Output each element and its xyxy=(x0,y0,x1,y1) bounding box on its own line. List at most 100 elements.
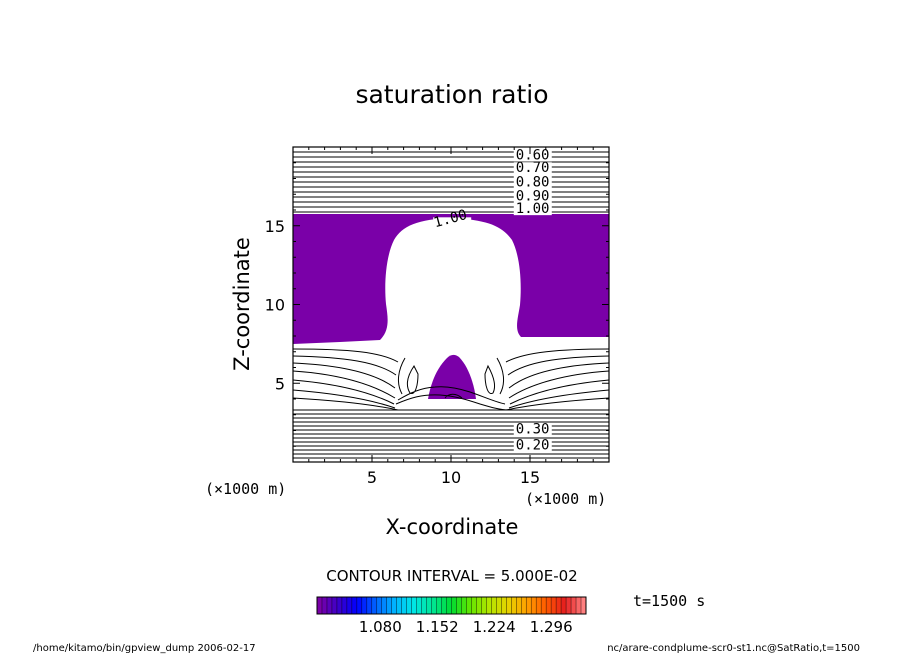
colorbar-cell-47 xyxy=(551,597,557,614)
x-axis-ticks: 5 10 15 xyxy=(308,147,594,487)
time-label: t=1500 s xyxy=(633,592,705,610)
x-tick-label-1: 10 xyxy=(441,468,461,487)
colorbar-cell-10 xyxy=(366,597,373,614)
contour-line-curve-2 xyxy=(292,362,610,389)
x-axis-label: X-coordinate xyxy=(386,515,519,539)
colorbar-cell-32 xyxy=(476,597,482,614)
contour-label-bg-6 xyxy=(513,423,552,436)
colorbar-cell-26 xyxy=(446,597,452,614)
contour-line-curve-0 xyxy=(292,348,610,363)
colorbar-tick-label-0: 1.080 xyxy=(359,618,402,636)
colorbar-cell-49 xyxy=(561,597,567,614)
contour-line-curve-3 xyxy=(292,370,610,399)
y-axis-label: Z-coordinate xyxy=(230,237,254,371)
colorbar-cell-36 xyxy=(496,597,502,614)
contour-label-6: 0.30 xyxy=(516,422,550,438)
colorbar-cell-18 xyxy=(406,597,412,614)
colorbar-tick-labels: 1.080 1.152 1.224 1.296 xyxy=(359,618,573,636)
dense-band-lines xyxy=(395,357,511,411)
contour-label-bg-7 xyxy=(513,439,552,452)
colorbar-cell-3 xyxy=(331,597,338,614)
colorbar-cell-14 xyxy=(386,597,393,614)
colorbar-tick-label-3: 1.296 xyxy=(530,618,573,636)
plume-core-region xyxy=(428,354,476,399)
y-tick-label-0: 5 xyxy=(275,374,285,393)
colorbar-cell-39 xyxy=(511,597,517,614)
colorbar-frame xyxy=(316,596,587,615)
plot-area: 0.600.700.800.901.001.000.300.20 5 10 15 5… xyxy=(265,146,610,487)
colorbar-cell-40 xyxy=(516,597,522,614)
colorbar-cell-25 xyxy=(441,597,447,614)
colorbar-cell-37 xyxy=(501,597,507,614)
z-unit-label: (×1000 m) xyxy=(205,480,286,498)
colorbar-cell-43 xyxy=(531,597,537,614)
colorbar-cell-50 xyxy=(566,597,572,614)
colorbar-cell-16 xyxy=(396,597,402,614)
y-axis-ticks: 5 10 15 xyxy=(265,162,609,447)
contour-lines xyxy=(292,151,610,459)
colorbar-cell-1 xyxy=(321,597,328,614)
colorbar-cell-19 xyxy=(411,597,417,614)
contour-label-bg-4 xyxy=(513,203,552,216)
contour-label-4: 1.00 xyxy=(516,201,550,217)
contour-labels: 0.600.700.800.901.001.000.300.20 xyxy=(432,148,552,453)
colorbar-cell-38 xyxy=(506,597,512,614)
colorbar-cell-31 xyxy=(471,597,477,614)
colorbar-cell-29 xyxy=(461,597,467,614)
colorbar-cell-45 xyxy=(541,597,547,614)
saturated-region xyxy=(293,214,609,344)
colorbar-cell-42 xyxy=(526,597,532,614)
colorbar-cell-20 xyxy=(416,597,422,614)
colorbar-cell-41 xyxy=(521,597,527,614)
contour-line-curve-5 xyxy=(292,389,610,409)
colorbar-cell-35 xyxy=(491,597,497,614)
colorbar-cell-9 xyxy=(361,597,368,614)
colorbar-cell-2 xyxy=(326,597,333,614)
colorbar-cell-21 xyxy=(421,597,427,614)
colorbar-cell-34 xyxy=(486,597,492,614)
contour-label-bg-1 xyxy=(513,162,552,175)
x-tick-label-2: 15 xyxy=(520,468,540,487)
y-tick-label-2: 15 xyxy=(265,217,285,236)
colorbar-cell-27 xyxy=(451,597,457,614)
colorbar-cell-12 xyxy=(376,597,383,614)
colorbar-cell-4 xyxy=(336,597,343,614)
colorbar-cell-52 xyxy=(576,597,582,614)
contour-label-bg-0 xyxy=(513,149,552,162)
footer-right: nc/arare-condplume-scr0-st1.nc@SatRatio,… xyxy=(607,643,860,654)
colorbar-cell-53 xyxy=(581,597,587,614)
colorbar-cell-5 xyxy=(341,597,348,614)
contour-label-bg-5 xyxy=(433,217,472,230)
contour-interval-label: CONTOUR INTERVAL = 5.000E-02 xyxy=(326,567,577,585)
colorbar-cell-17 xyxy=(401,597,407,614)
contour-line-curve-1 xyxy=(292,355,610,376)
contour-line-curve-4 xyxy=(292,379,610,405)
x-tick-label-0: 5 xyxy=(367,468,377,487)
x-unit-label: (×1000 m) xyxy=(525,490,606,508)
colorbar-cell-33 xyxy=(481,597,487,614)
chart-title: saturation ratio xyxy=(355,80,548,109)
colorbar-cell-48 xyxy=(556,597,562,614)
colorbar xyxy=(316,597,587,614)
colorbar-cell-44 xyxy=(536,597,542,614)
colorbar-cell-28 xyxy=(456,597,462,614)
colorbar-cell-15 xyxy=(391,597,398,614)
contour-label-2: 0.80 xyxy=(516,174,550,190)
y-tick-label-1: 10 xyxy=(265,296,285,315)
colorbar-cell-8 xyxy=(356,597,363,614)
contour-label-3: 0.90 xyxy=(516,189,550,205)
colorbar-cell-51 xyxy=(571,597,577,614)
colorbar-tick-label-1: 1.152 xyxy=(416,618,459,636)
colorbar-cell-46 xyxy=(546,597,552,614)
colorbar-cell-13 xyxy=(381,597,388,614)
colorbar-cell-11 xyxy=(371,597,378,614)
colorbar-cell-7 xyxy=(351,597,358,614)
colorbar-tick-label-2: 1.224 xyxy=(473,618,516,636)
contour-label-bg-2 xyxy=(513,176,552,189)
colorbar-cell-23 xyxy=(431,597,437,614)
contour-label-0: 0.60 xyxy=(516,148,550,164)
colorbar-cell-30 xyxy=(466,597,472,614)
contour-label-bg-3 xyxy=(513,190,552,203)
contour-line-curve-6 xyxy=(292,397,610,411)
